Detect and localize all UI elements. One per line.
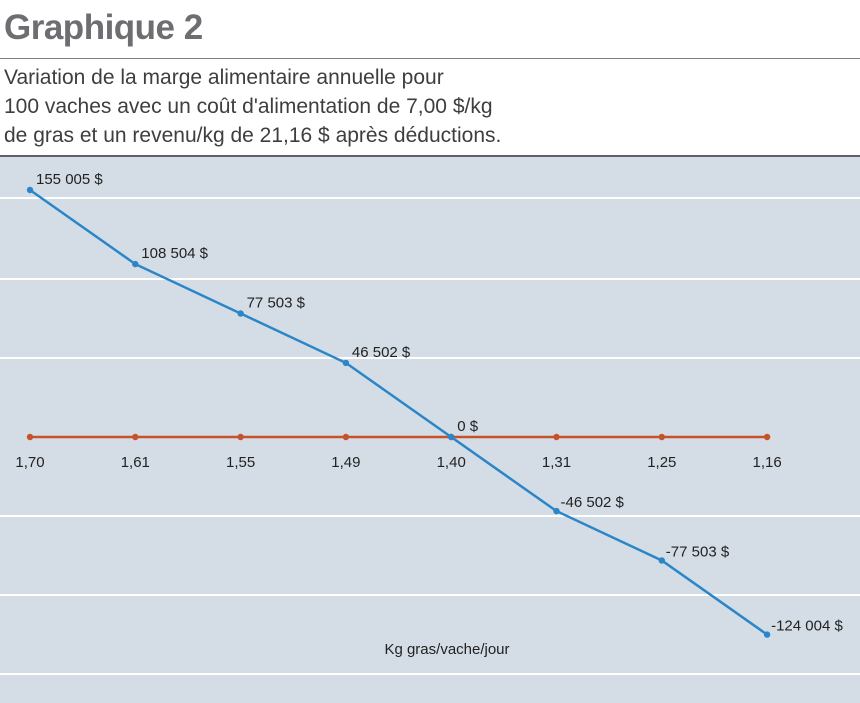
zero-series-point <box>26 433 34 441</box>
data-label: 108 504 $ <box>141 245 208 262</box>
margin-series-point <box>26 186 34 194</box>
margin-series <box>26 186 771 638</box>
x-tick-label: 1,31 <box>542 454 571 471</box>
zero-series <box>26 433 771 441</box>
data-label: 46 502 $ <box>352 344 411 361</box>
x-tick-label: 1,70 <box>15 454 44 471</box>
chart-subtitle: Variation de la marge alimentaire annuel… <box>4 63 844 150</box>
x-tick-label: 1,49 <box>331 454 360 471</box>
line-chart: 1,70 1,61 1,55 1,49 1,40 1,31 1,25 1,16 155 005… <box>0 157 860 703</box>
margin-series-point <box>553 507 560 515</box>
zero-series-point <box>132 433 139 441</box>
subtitle-line-3: de gras et un revenu/kg de 21,16 $ après… <box>4 124 502 147</box>
heading-rule <box>0 58 860 59</box>
chart-top-rule <box>0 155 860 157</box>
zero-series-point <box>342 433 350 441</box>
data-label: 77 503 $ <box>247 294 306 311</box>
margin-series-point <box>342 359 350 367</box>
data-label: -124 004 $ <box>771 618 843 635</box>
chart-heading: Graphique 2 <box>4 8 203 47</box>
margin-series-point <box>237 310 244 317</box>
subtitle-line-1: Variation de la marge alimentaire annuel… <box>4 66 444 89</box>
zero-series-point <box>553 433 560 441</box>
subtitle-line-2: 100 vaches avec un coût d'alimentation d… <box>4 95 493 118</box>
x-tick-label: 1,55 <box>226 454 255 471</box>
zero-series-point <box>658 433 665 441</box>
x-axis-label: Kg gras/vache/jour <box>384 641 509 658</box>
data-label: -77 503 $ <box>666 544 730 561</box>
zero-series-point <box>763 433 771 441</box>
margin-series-line <box>29 188 768 636</box>
data-label: 0 $ <box>457 418 479 435</box>
margin-series-point <box>132 260 139 268</box>
x-tick-label: 1,16 <box>752 454 781 471</box>
x-tick-label: 1,25 <box>647 454 676 471</box>
x-tick-label: 1,61 <box>121 454 150 471</box>
data-label: -46 502 $ <box>561 494 625 511</box>
zero-series-point <box>237 433 244 441</box>
margin-series-point <box>658 557 665 564</box>
data-labels: 155 005 $ 108 504 $ 77 503 $ 46 502 $ 0 $ -46… <box>36 171 843 635</box>
plot-background <box>0 157 860 703</box>
data-label: 155 005 $ <box>36 171 103 188</box>
margin-series-point <box>763 631 771 638</box>
x-tick-labels: 1,70 1,61 1,55 1,49 1,40 1,31 1,25 1,16 <box>15 454 781 471</box>
margin-series-point <box>448 433 455 441</box>
x-tick-label: 1,40 <box>437 454 466 471</box>
grid-lines <box>0 197 860 675</box>
